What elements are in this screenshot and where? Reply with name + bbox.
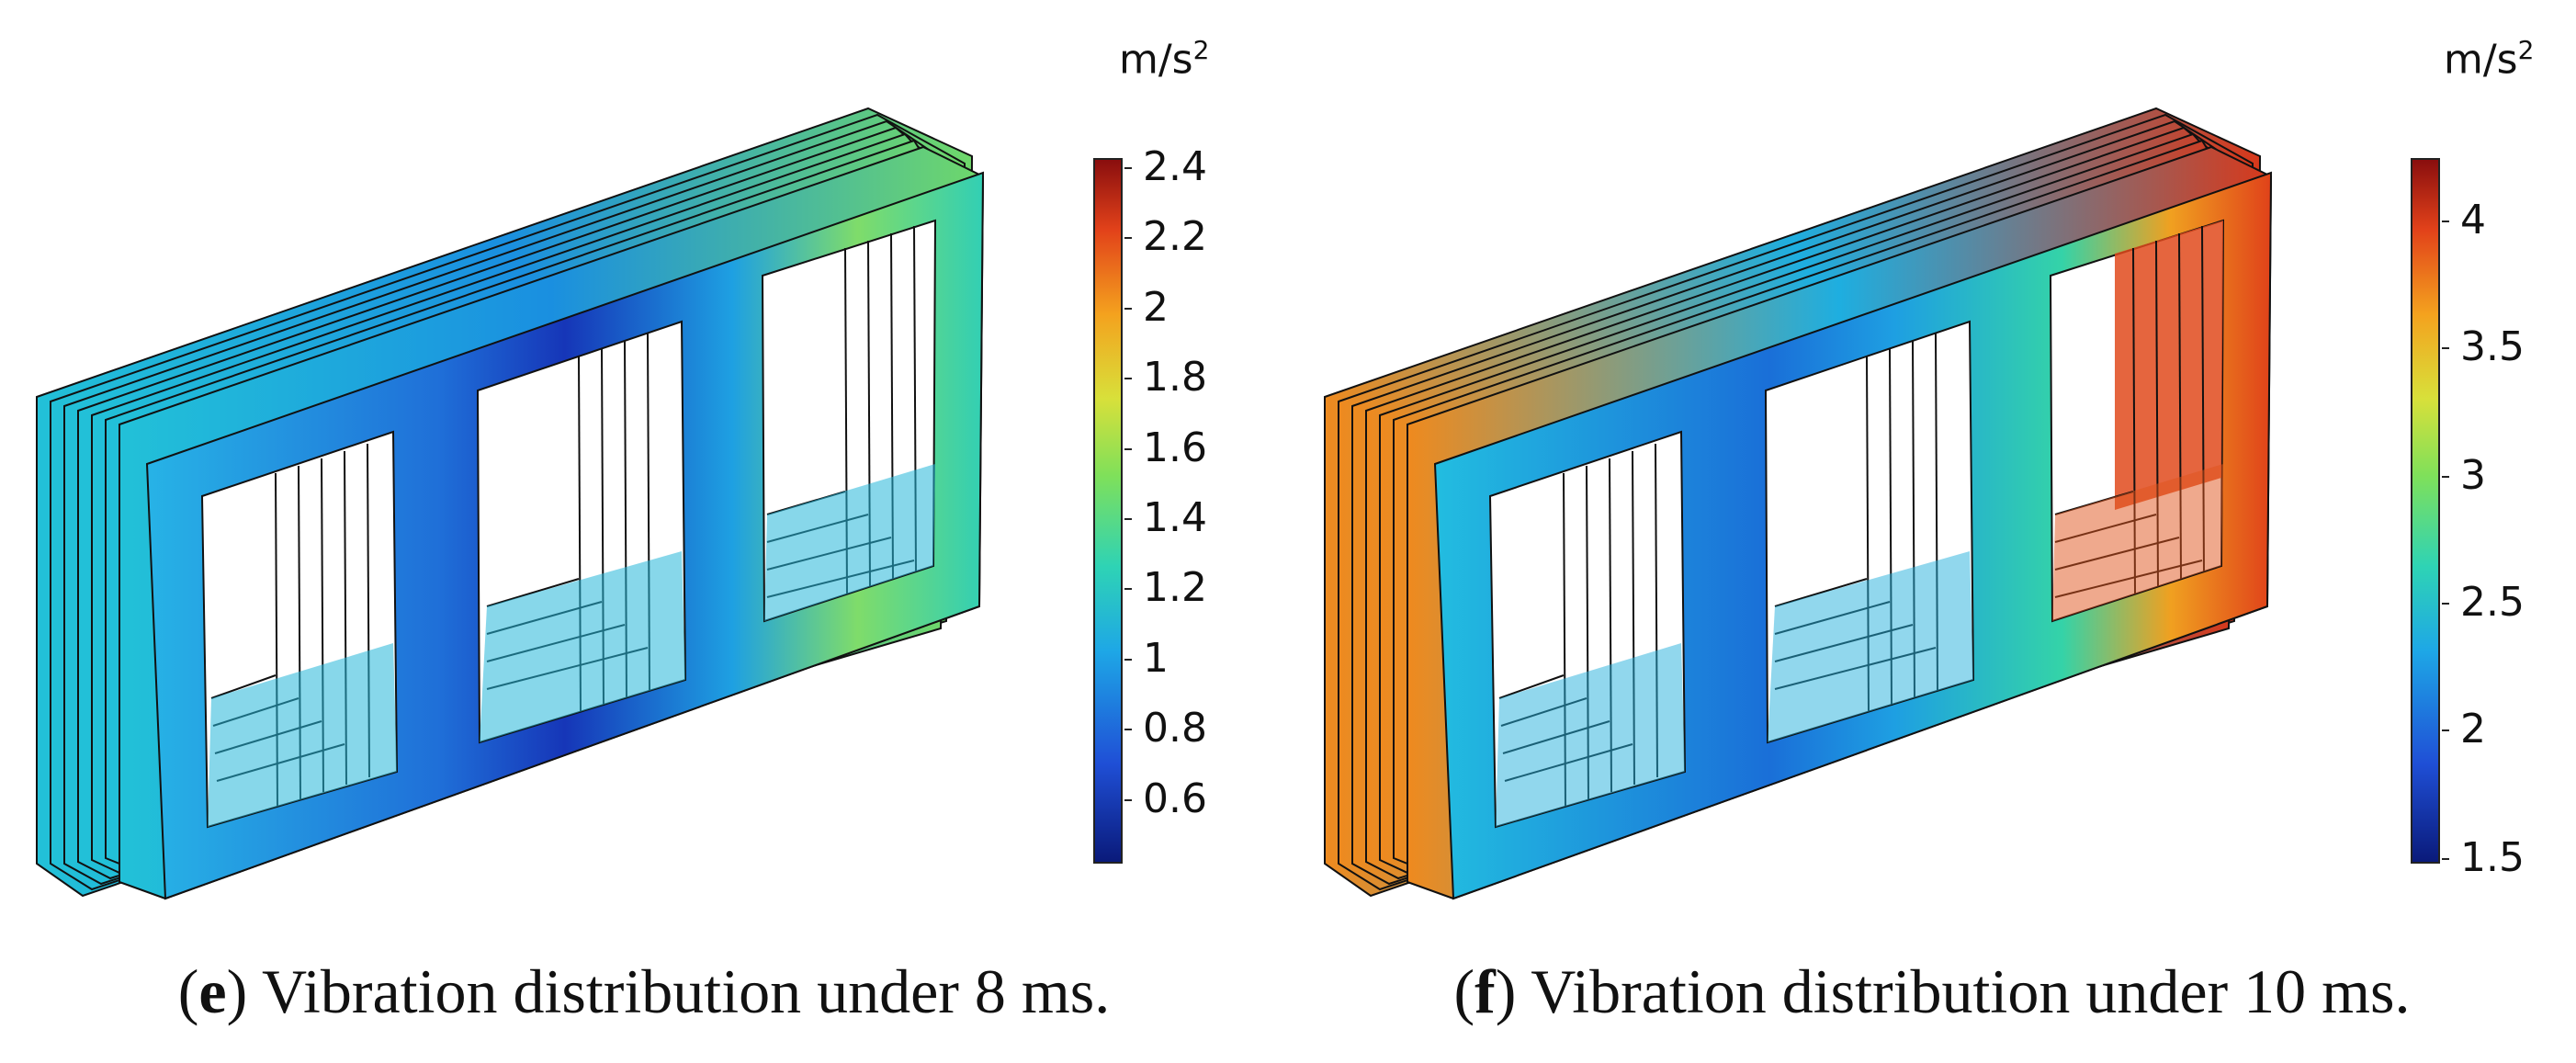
colorbar-tick: 2 bbox=[1124, 284, 1169, 331]
colorbar-tick: 3 bbox=[2442, 452, 2486, 499]
colorbar-tick: 2.5 bbox=[2442, 579, 2525, 626]
colorbar-tick: 0.6 bbox=[1124, 775, 1207, 822]
colorbar-tick: 1.2 bbox=[1124, 564, 1207, 611]
core-vibration-render-f bbox=[1324, 107, 2273, 900]
colorbar-tick: 1.6 bbox=[1124, 424, 1207, 471]
colorbar-tick: 4 bbox=[2442, 197, 2486, 243]
panel-f: m/s2 4 3.5 3 2.5 2 1.5 (f) Vibration dis… bbox=[1288, 0, 2576, 1063]
colorbar-f bbox=[2411, 158, 2440, 864]
caption-e: (e) Vibration distribution under 8 ms. bbox=[177, 956, 1111, 1026]
colorbar-tick: 3.5 bbox=[2442, 323, 2525, 370]
colorbar-tick: 1.4 bbox=[1124, 494, 1207, 541]
core-vibration-render-e bbox=[36, 107, 985, 900]
colorbar-unit-e: m/s2 bbox=[1119, 35, 1210, 84]
colorbar-unit-f: m/s2 bbox=[2444, 35, 2535, 84]
colorbar-tick: 1 bbox=[1124, 635, 1169, 682]
colorbar-tick: 1.8 bbox=[1124, 354, 1207, 401]
colorbar-e bbox=[1093, 158, 1123, 864]
colorbar-tick: 2.2 bbox=[1124, 213, 1207, 260]
panel-e: m/s2 2.4 2.2 2 1.8 1.6 1.4 1.2 1 0.8 0.6… bbox=[36, 35, 1210, 1026]
colorbar-tick: 2 bbox=[2442, 706, 2486, 752]
caption-f: (f) Vibration distribution under 10 ms. bbox=[1453, 956, 2411, 1026]
colorbar-tick: 1.5 bbox=[2442, 834, 2525, 881]
colorbar-tick: 2.4 bbox=[1124, 143, 1207, 190]
colorbar-tick: 0.8 bbox=[1124, 705, 1207, 752]
